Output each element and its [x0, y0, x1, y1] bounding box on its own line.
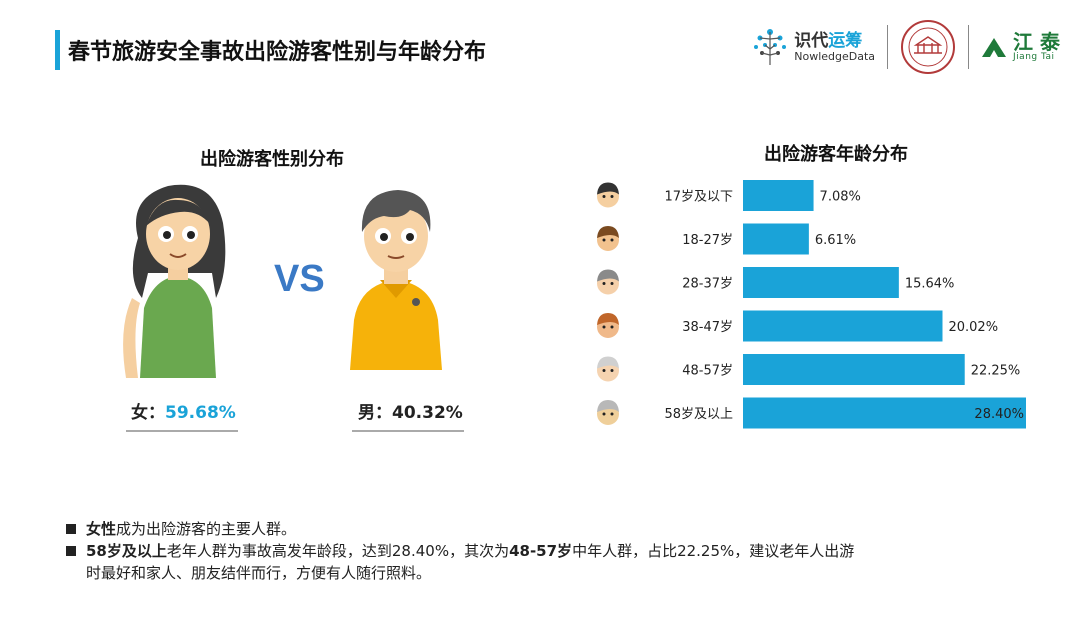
age-value-label: 28.40% [974, 407, 1024, 422]
male-value: 40.32% [392, 403, 463, 423]
logo-jt-zh: 江 泰 [1013, 30, 1060, 54]
age-category-label: 48-57岁 [682, 364, 733, 379]
vs-text: VS [274, 258, 325, 300]
male-underline [352, 430, 464, 432]
age-bar [743, 310, 943, 342]
logo-divider [887, 25, 889, 69]
age-value-label: 22.25% [971, 364, 1021, 379]
female-underline [126, 430, 238, 432]
age-value-label: 20.02% [948, 320, 998, 335]
note-1-bold: 女性 [86, 520, 117, 538]
title-accent-bar [55, 30, 60, 70]
bullet-square [66, 546, 76, 556]
age-value-label: 6.61% [815, 233, 856, 248]
logo-nd-zh-b: 运筹 [828, 30, 863, 51]
bullet-square [66, 524, 76, 534]
jiangtai-logo: 江 泰 Jiang Tai [981, 32, 1060, 62]
notes: 女性成为出险游客的主要人群。 58岁及以上老年人群为事故高发年龄段，达到28.4… [66, 518, 854, 584]
age-bar [743, 223, 809, 255]
age-avatar-icon [597, 356, 619, 382]
age-avatar-icon [597, 400, 619, 425]
age-category-label: 18-27岁 [682, 233, 733, 248]
age-value-label: 7.08% [820, 190, 861, 205]
female-figure-icon [123, 184, 226, 378]
network-tree-icon [754, 29, 787, 65]
age-bar [743, 267, 899, 298]
gender-section-title: 出险游客性别分布 [200, 149, 344, 170]
logo-nd-zh-a: 识代 [794, 30, 829, 51]
female-value: 59.68% [165, 403, 236, 423]
age-bar [743, 180, 814, 211]
logo-divider [968, 25, 970, 69]
mountain-icon [982, 38, 1007, 57]
logo-nd-en: NowledgeData [794, 49, 876, 63]
age-category-label: 58岁及以上 [664, 407, 733, 422]
age-category-label: 17岁及以下 [664, 190, 733, 205]
female-label: 女： [131, 403, 165, 423]
note-2-bold-b: 48-57岁 [509, 542, 573, 560]
age-bar [743, 354, 965, 385]
age-avatar-icon [597, 313, 619, 338]
note-1: 女性成为出险游客的主要人群。 [66, 518, 854, 540]
note-2: 58岁及以上老年人群为事故高发年龄段，达到28.40%，其次为48-57岁中年人… [66, 540, 854, 562]
male-stat: 男：40.32% [358, 398, 463, 423]
age-avatar-icon [597, 226, 619, 251]
age-value-label: 15.64% [905, 277, 955, 292]
header-logos: 识代运筹 NowledgeData 江 泰 Jiang Tai [752, 18, 1060, 76]
male-label: 男： [358, 403, 392, 423]
age-bar [743, 397, 1026, 429]
female-stat: 女：59.68% [131, 398, 236, 423]
age-avatar-icon [597, 182, 619, 208]
university-seal-icon [901, 20, 956, 74]
note-2-bold-a: 58岁及以上 [86, 542, 167, 560]
note-2-continuation: 时最好和家人、朋友结伴而行，方便有人随行照料。 [86, 564, 432, 582]
nowledgedata-logo: 识代运筹 NowledgeData [752, 27, 875, 67]
note-2-text-a: 老年人群为事故高发年龄段，达到28.40%，其次为 [166, 542, 510, 560]
logo-jt-en: Jiang Tai [1013, 52, 1055, 62]
note-1-text: 成为出险游客的主要人群。 [116, 520, 297, 538]
page-title: 春节旅游安全事故出险游客性别与年龄分布 [68, 40, 487, 65]
age-category-label: 38-47岁 [682, 320, 733, 335]
male-figure-icon [350, 190, 442, 370]
age-category-label: 28-37岁 [682, 277, 733, 292]
age-section-title: 出险游客年龄分布 [764, 144, 908, 165]
age-avatar-icon [597, 269, 619, 295]
note-2-text-b: 中年人群，占比22.25%，建议老年人出游 [572, 542, 855, 560]
